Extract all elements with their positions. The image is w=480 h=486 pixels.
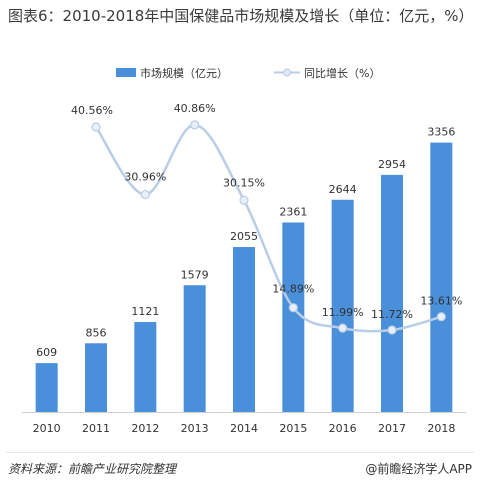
x-tick-2014: 2014 (230, 422, 258, 435)
bar-label-2017: 2954 (378, 158, 406, 171)
growth-point-2013 (190, 120, 200, 130)
growth-label-2013: 40.86% (174, 102, 216, 115)
growth-label-2015: 14.89% (272, 283, 314, 296)
bar-2017 (381, 174, 403, 412)
bar-label-2014: 2055 (230, 230, 258, 243)
growth-label-2018: 13.61% (420, 295, 462, 308)
credit-note: @前瞻经济学人APP (365, 462, 472, 476)
x-tick-2017: 2017 (378, 422, 406, 435)
x-tick-2011: 2011 (82, 422, 110, 435)
growth-point-2012 (140, 189, 150, 200)
growth-label-2011: 40.56% (71, 104, 113, 117)
bar-label-2012: 1121 (131, 305, 159, 318)
bar-2011 (85, 343, 107, 412)
growth-point-2017 (387, 325, 397, 335)
x-tick-2013: 2013 (181, 422, 209, 435)
growth-point-2016 (338, 323, 348, 333)
bar-2014 (233, 247, 255, 412)
growth-point-2014 (239, 195, 249, 205)
source-note: 资料来源：前瞻产业研究院整理 (8, 462, 177, 476)
legend-line-label: 同比增长（%） (304, 66, 380, 80)
chart: 市场规模（亿元） 同比增长（%） 609 2010 856 2011 1121 2012 157… (22, 66, 466, 435)
growth-label-2017: 11.72% (371, 308, 413, 321)
bar-2018 (430, 142, 453, 412)
bar-2013 (183, 285, 206, 412)
growth-label-2016: 11.99% (322, 306, 364, 319)
legend-bar-swatch (116, 68, 136, 77)
growth-label-2012: 30.96% (124, 171, 166, 184)
x-tick-2012: 2012 (131, 422, 159, 435)
bar-label-2015: 2361 (279, 205, 307, 218)
growth-label-2014: 30.15% (223, 176, 265, 189)
growth-point-2018 (436, 312, 446, 322)
x-tick-2018: 2018 (427, 422, 455, 435)
growth-point-2011 (91, 122, 101, 132)
x-tick-2016: 2016 (329, 422, 357, 435)
bar-2012 (134, 322, 157, 412)
chart-title: 图表6：2010-2018年中国保健品市场规模及增长（单位：亿元，%） (8, 7, 474, 25)
x-tick-2015: 2015 (279, 422, 307, 435)
bar-label-2010: 609 (36, 346, 57, 359)
legend-bar-label: 市场规模（亿元） (140, 66, 228, 80)
growth-point-2015 (288, 303, 298, 313)
bar-label-2011: 856 (86, 326, 107, 339)
bar-label-2018: 3356 (427, 126, 455, 139)
bar-2016 (331, 199, 354, 412)
bar-2010 (35, 363, 58, 412)
bar-label-2013: 1579 (181, 268, 209, 281)
bar-2015 (282, 222, 305, 412)
divider (6, 452, 474, 453)
legend: 市场规模（亿元） 同比增长（%） (116, 66, 380, 80)
x-tick-2010: 2010 (33, 422, 61, 435)
bar-label-2016: 2644 (329, 183, 357, 196)
legend-line-marker (283, 68, 291, 77)
